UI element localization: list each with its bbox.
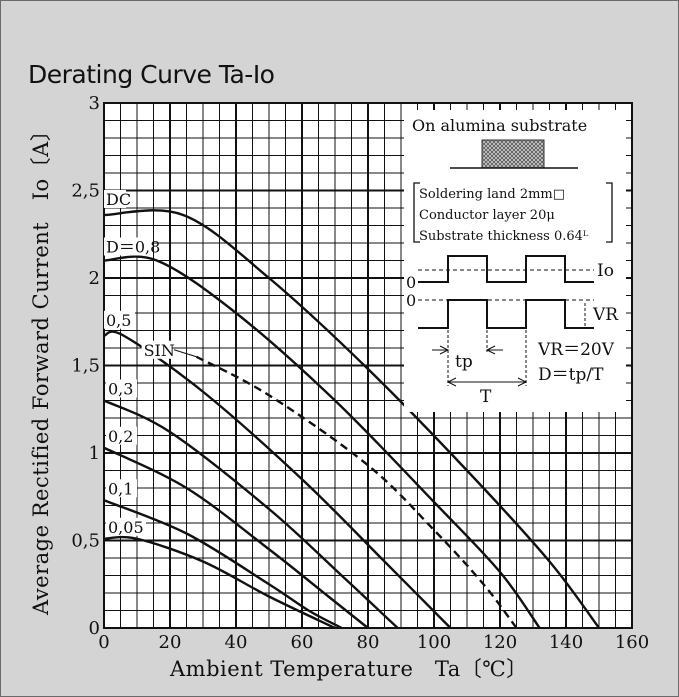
series-label-bg <box>106 379 137 398</box>
y-tick-label: 3 <box>89 93 100 114</box>
curves <box>103 209 600 630</box>
chart-title: Derating Curve Ta-Io <box>28 60 275 89</box>
vr-value: VR＝20V <box>537 340 615 360</box>
series-label: D＝0,8 <box>106 238 160 257</box>
inset-note-soldering: Soldering land 2mm□ <box>419 187 565 202</box>
inset-note-conductor: Conductor layer 20μ <box>419 208 555 223</box>
y-tick-label: 1 <box>89 443 100 464</box>
series-label: SIN <box>144 341 175 360</box>
series-label-bg <box>106 517 146 536</box>
series-label-bg <box>106 426 137 445</box>
curve-0-1 <box>103 499 343 630</box>
waveform-zero-bottom: 0 <box>406 291 416 310</box>
chip-icon <box>481 139 545 169</box>
curve-0-5 <box>103 330 452 629</box>
x-axis-label: Ambient Temperature Ta〔℃〕 <box>169 657 528 681</box>
x-tick-label: 100 <box>417 632 451 653</box>
curve-d-0-8 <box>103 255 541 629</box>
sin-leader-line <box>173 349 197 358</box>
curve-dc <box>103 209 600 629</box>
curve-0-05 <box>103 535 336 630</box>
series-label-bg <box>104 190 126 208</box>
series-label: 0,3 <box>108 380 133 399</box>
inset-note-substrate: Substrate thickness 0.64ᴸ <box>419 229 589 244</box>
vr-label: VR <box>592 305 619 325</box>
series-label-bg <box>141 340 173 359</box>
io-label: Io <box>597 261 614 281</box>
x-tick-labels: 0 20 40 60 80 100 120 140 160 <box>98 632 649 653</box>
curve-sin <box>195 355 518 629</box>
x-tick-label: 60 <box>291 632 314 653</box>
x-tick-label: 0 <box>98 632 109 653</box>
io-waveform <box>418 255 594 283</box>
inset-heading: On alumina substrate <box>412 116 587 135</box>
y-tick-label: 2 <box>89 268 100 289</box>
series-label: 0,5 <box>106 311 131 330</box>
x-tick-label: 140 <box>549 632 583 653</box>
x-tick-label: 80 <box>357 632 380 653</box>
series-label-bg <box>104 310 135 329</box>
y-tick-label: 0,5 <box>71 531 100 552</box>
x-tick-label: 120 <box>483 632 517 653</box>
x-tick-label: 160 <box>615 632 649 653</box>
y-tick-label: 1,5 <box>71 356 100 377</box>
t-label: T <box>480 387 492 407</box>
tp-label: tp <box>455 352 473 372</box>
inset-legend: On alumina substrate Soldering land 2mm□… <box>404 110 626 412</box>
x-tick-label: 20 <box>159 632 182 653</box>
notes-bracket-right <box>606 182 613 243</box>
vr-waveform <box>418 299 594 329</box>
series-label-bg <box>104 237 153 256</box>
series-label: 0,05 <box>108 518 144 537</box>
y-tick-labels: 0 0,5 1 1,5 2 2,5 3 <box>71 93 100 639</box>
series-label: DC <box>106 190 131 209</box>
series-label: 0,1 <box>108 479 133 498</box>
t-dimension-arrow <box>446 377 528 387</box>
waveform-zero-top: 0 <box>406 273 416 292</box>
series-label-bg <box>106 479 137 498</box>
curve-0-3 <box>103 399 399 629</box>
y-tick-label: 0 <box>89 618 100 639</box>
series-labels: DC D＝0,8 SIN 0,5 0,3 0,2 0,1 0,05 <box>104 190 197 537</box>
tp-dimension-arrow <box>432 345 503 355</box>
notes-bracket-left <box>413 182 420 243</box>
curve-0-2 <box>103 446 369 629</box>
x-tick-label: 40 <box>225 632 248 653</box>
y-axis-label: Average Rectified Forward Current Io〔A〕 <box>29 120 53 616</box>
series-label: 0,2 <box>108 427 133 446</box>
duty-formula: D＝tp/T <box>538 365 604 385</box>
y-tick-label: 2,5 <box>71 181 100 202</box>
